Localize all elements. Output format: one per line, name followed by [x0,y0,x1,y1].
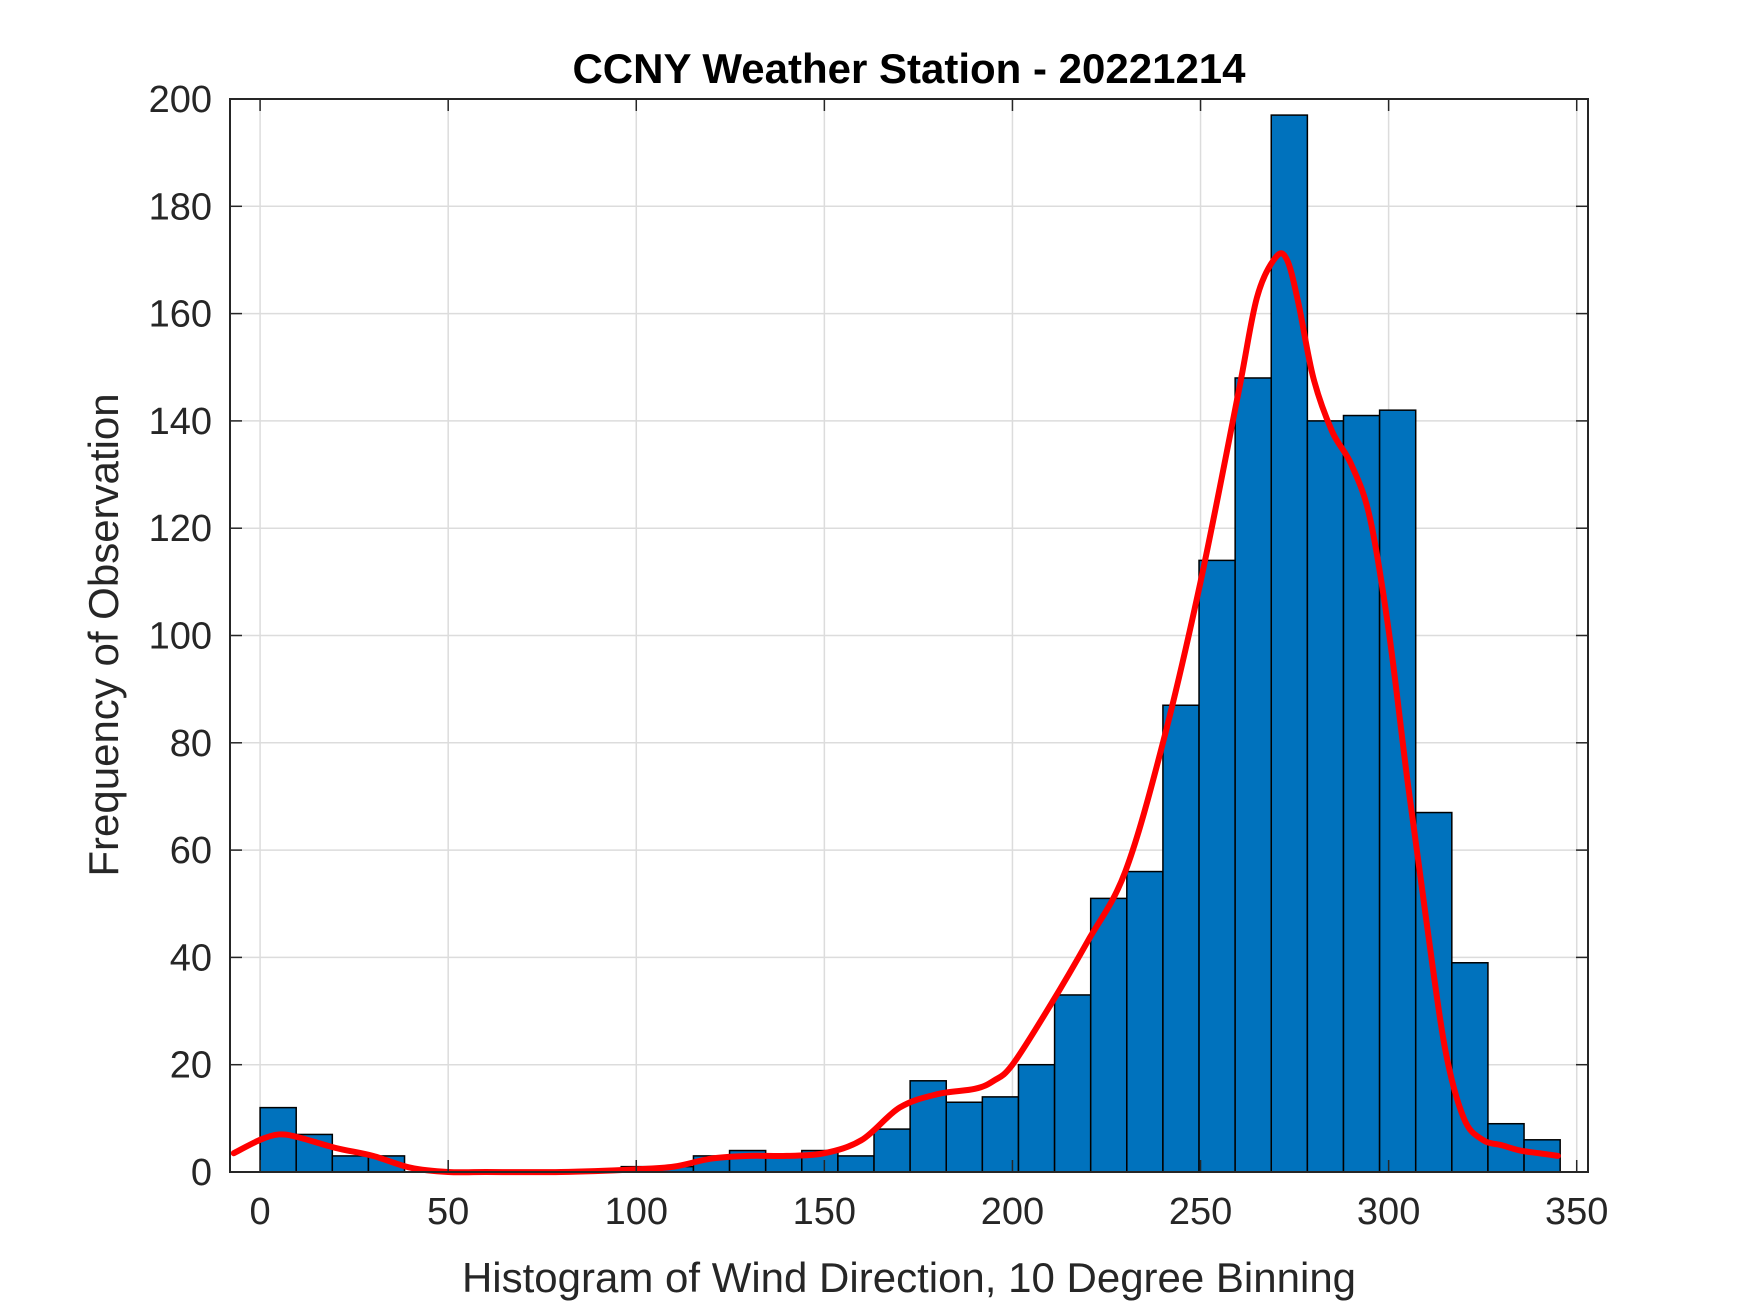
x-tick-label: 250 [1169,1191,1232,1233]
y-axis-label: Frequency of Observation [80,393,127,876]
histogram-bar [873,1128,911,1173]
x-tick-label: 100 [605,1191,668,1233]
y-tick-labels: 0 20 40 60 80 100 120 140 160 180 200 [149,79,212,1194]
axis-ticks [230,98,1588,1173]
histogram-bar [331,1155,370,1173]
histogram-bar [1270,114,1309,1173]
y-tick-label: 60 [170,830,212,872]
histogram-bar [1017,1063,1056,1173]
y-tick-label: 180 [149,186,212,228]
x-tick-label: 150 [793,1191,856,1233]
y-tick-label: 80 [170,723,212,765]
y-tick-label: 20 [170,1045,212,1087]
y-tick-label: 120 [149,508,212,550]
histogram-bar [945,1101,984,1173]
histogram-bar [1162,704,1200,1173]
x-tick-label: 200 [981,1191,1044,1233]
y-tick-label: 0 [191,1152,212,1194]
x-tick-label: 350 [1545,1191,1608,1233]
histogram-bar [1089,897,1128,1173]
x-tick-labels: 0 50 100 150 200 250 300 350 [250,1191,1609,1233]
histogram-bar [1126,870,1164,1173]
y-tick-label: 140 [149,401,212,443]
histogram-bar [1198,559,1236,1173]
y-tick-label: 100 [149,616,212,658]
chart-title: CCNY Weather Station - 20221214 [572,45,1246,92]
x-tick-label: 300 [1357,1191,1420,1233]
x-tick-label: 0 [250,1191,271,1233]
histogram-bar [1053,994,1092,1173]
histogram-bar [1234,377,1273,1173]
histogram-bar [837,1155,875,1173]
x-axis-label: Histogram of Wind Direction, 10 Degree B… [462,1254,1356,1301]
x-tick-label: 50 [427,1191,469,1233]
y-tick-label: 160 [149,294,212,336]
histogram-bar [1306,420,1345,1173]
y-tick-label: 40 [170,937,212,979]
y-tick-label: 200 [149,79,212,121]
